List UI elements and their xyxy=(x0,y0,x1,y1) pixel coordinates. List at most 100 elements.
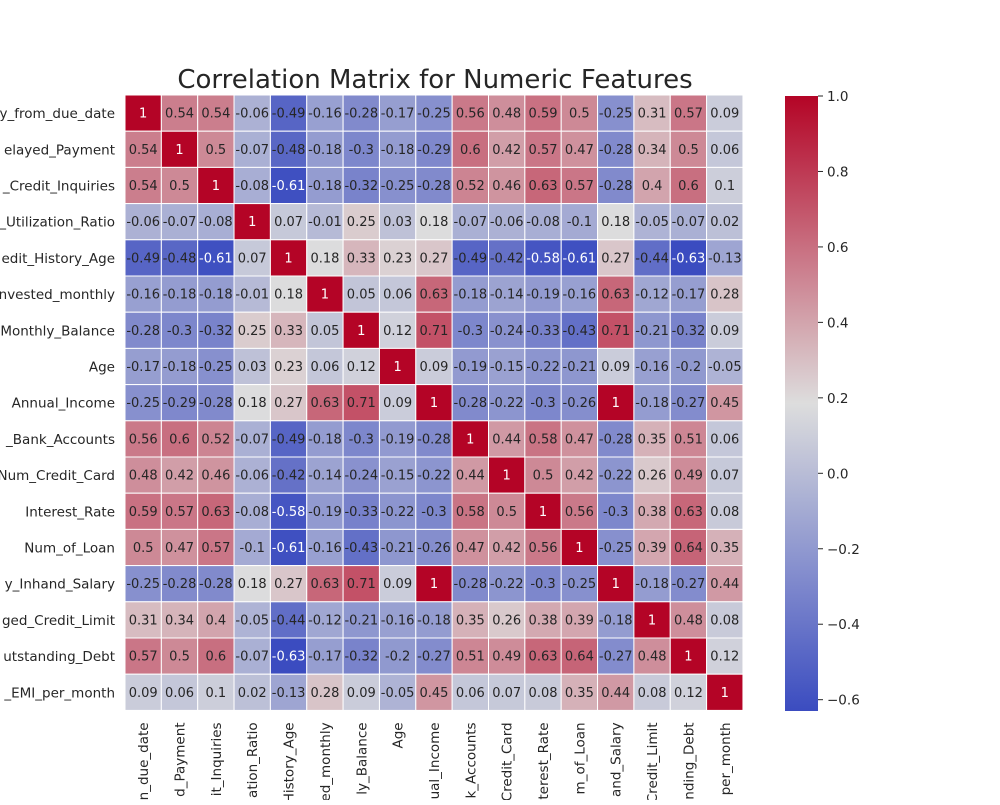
cell-value-label: -0.28 xyxy=(454,577,488,592)
heatmap-cell xyxy=(269,311,308,349)
heatmap-cell xyxy=(706,565,744,603)
cell-value-label: -0.3 xyxy=(530,396,555,411)
cell-value-label: 1 xyxy=(430,577,438,592)
heatmap-cell xyxy=(197,673,235,711)
cell-value-label: -0.25 xyxy=(126,396,160,411)
heatmap-cell xyxy=(197,420,235,458)
cell-value-label: 0.1 xyxy=(714,179,735,194)
heatmap-cell xyxy=(342,528,380,567)
cell-value-label: -0.27 xyxy=(672,577,706,592)
heatmap-cell xyxy=(124,565,162,603)
cell-value-label: 0.09 xyxy=(601,360,630,375)
cell-value-label: -0.61 xyxy=(199,251,233,266)
heatmap-cell xyxy=(524,94,562,132)
cell-value-label: 0.63 xyxy=(310,577,339,592)
heatmap-cell xyxy=(415,384,453,422)
heatmap-cell xyxy=(197,347,235,386)
cell-value-label: -0.3 xyxy=(458,324,483,339)
cell-value-label: -0.49 xyxy=(126,251,160,266)
cell-value-label: -0.05 xyxy=(635,215,669,230)
heatmap-cell xyxy=(233,239,271,277)
row-label: y_Inhand_Salary xyxy=(5,577,115,593)
heatmap-cell xyxy=(451,673,489,711)
cell-value-label: 0.1 xyxy=(206,686,227,701)
cell-value-label: -0.05 xyxy=(708,360,742,375)
cell-value-label: -0.17 xyxy=(381,107,415,122)
heatmap-cell xyxy=(378,637,417,675)
cell-value-label: 0.56 xyxy=(129,432,158,447)
heatmap-cell xyxy=(415,565,453,603)
heatmap-cell xyxy=(560,311,599,349)
row-label: _Credit_Inquiries xyxy=(2,179,115,195)
cell-value-label: 0.06 xyxy=(456,686,485,701)
cell-value-label: -0.63 xyxy=(672,251,706,266)
heatmap-cell xyxy=(560,673,599,711)
cell-value-label: 0.06 xyxy=(383,288,412,303)
heatmap-cell xyxy=(488,275,526,313)
cell-value-label: -0.25 xyxy=(417,107,451,122)
cell-value-label: 0.09 xyxy=(710,107,739,122)
heatmap-cell xyxy=(233,565,271,603)
cell-value-label: 0.07 xyxy=(710,469,739,484)
cell-value-label: -0.32 xyxy=(344,650,378,665)
colorbar-tick-label: −0.4 xyxy=(827,617,860,633)
heatmap-cell xyxy=(706,166,744,205)
cell-value-label: 0.44 xyxy=(456,469,485,484)
heatmap-cell xyxy=(124,492,162,530)
heatmap-cell xyxy=(342,239,380,277)
column-label: per_month xyxy=(718,722,734,795)
heatmap-cell xyxy=(160,130,199,168)
cell-value-label: -0.18 xyxy=(308,143,342,158)
heatmap-cell xyxy=(378,492,417,530)
cell-value-label: -0.3 xyxy=(603,505,628,520)
heatmap-cell xyxy=(488,384,526,422)
heatmap-cell xyxy=(306,637,344,675)
heatmap-cell xyxy=(706,456,744,494)
heatmap-cell xyxy=(160,275,199,313)
cell-value-label: -0.28 xyxy=(126,324,160,339)
heatmap-cell xyxy=(560,384,599,422)
heatmap-cell xyxy=(160,420,199,458)
cell-value-label: 0.08 xyxy=(710,505,739,520)
cell-value-label: -0.28 xyxy=(599,143,633,158)
cell-value-label: -0.14 xyxy=(490,288,524,303)
cell-value-label: -0.16 xyxy=(308,107,342,122)
cell-value-label: -0.49 xyxy=(454,251,488,266)
cell-value-label: -0.17 xyxy=(126,360,160,375)
cell-value-label: 0.27 xyxy=(601,251,630,266)
heatmap-cell xyxy=(342,347,380,386)
cell-value-label: -0.18 xyxy=(308,179,342,194)
row-label: Num_of_Loan xyxy=(24,541,115,557)
cell-value-label: 0.64 xyxy=(674,541,703,556)
heatmap-cell xyxy=(560,203,599,241)
heatmap-cell xyxy=(633,384,671,422)
cell-value-label: 0.07 xyxy=(274,215,303,230)
heatmap-cell xyxy=(233,130,271,168)
heatmap-cell xyxy=(233,492,271,530)
cell-value-label: -0.44 xyxy=(272,613,306,628)
heatmap-cell xyxy=(633,492,671,530)
cell-value-label: 0.35 xyxy=(565,686,594,701)
heatmap-cell xyxy=(160,673,199,711)
heatmap-cell xyxy=(524,528,562,567)
cell-value-label: 0.33 xyxy=(274,324,303,339)
cell-value-label: -0.05 xyxy=(381,686,415,701)
cell-value-label: 0.49 xyxy=(492,650,521,665)
cell-value-label: 0.71 xyxy=(347,396,376,411)
cell-value-label: -0.28 xyxy=(417,432,451,447)
heatmap-cell xyxy=(706,94,744,132)
cell-value-label: -0.19 xyxy=(526,288,560,303)
cell-value-label: -0.07 xyxy=(235,143,269,158)
row-label: utstanding_Debt xyxy=(3,649,115,665)
column-label: ation_Ratio xyxy=(245,722,261,798)
cell-value-label: 1 xyxy=(430,396,438,411)
cell-value-label: -0.19 xyxy=(454,360,488,375)
cell-value-label: 0.71 xyxy=(419,324,448,339)
cell-value-label: 0.47 xyxy=(165,541,194,556)
cell-value-label: -0.12 xyxy=(308,613,342,628)
cell-value-label: -0.18 xyxy=(308,432,342,447)
cell-value-label: 0.26 xyxy=(638,469,667,484)
heatmap-cell xyxy=(524,130,562,168)
heatmap-cell xyxy=(560,565,599,603)
